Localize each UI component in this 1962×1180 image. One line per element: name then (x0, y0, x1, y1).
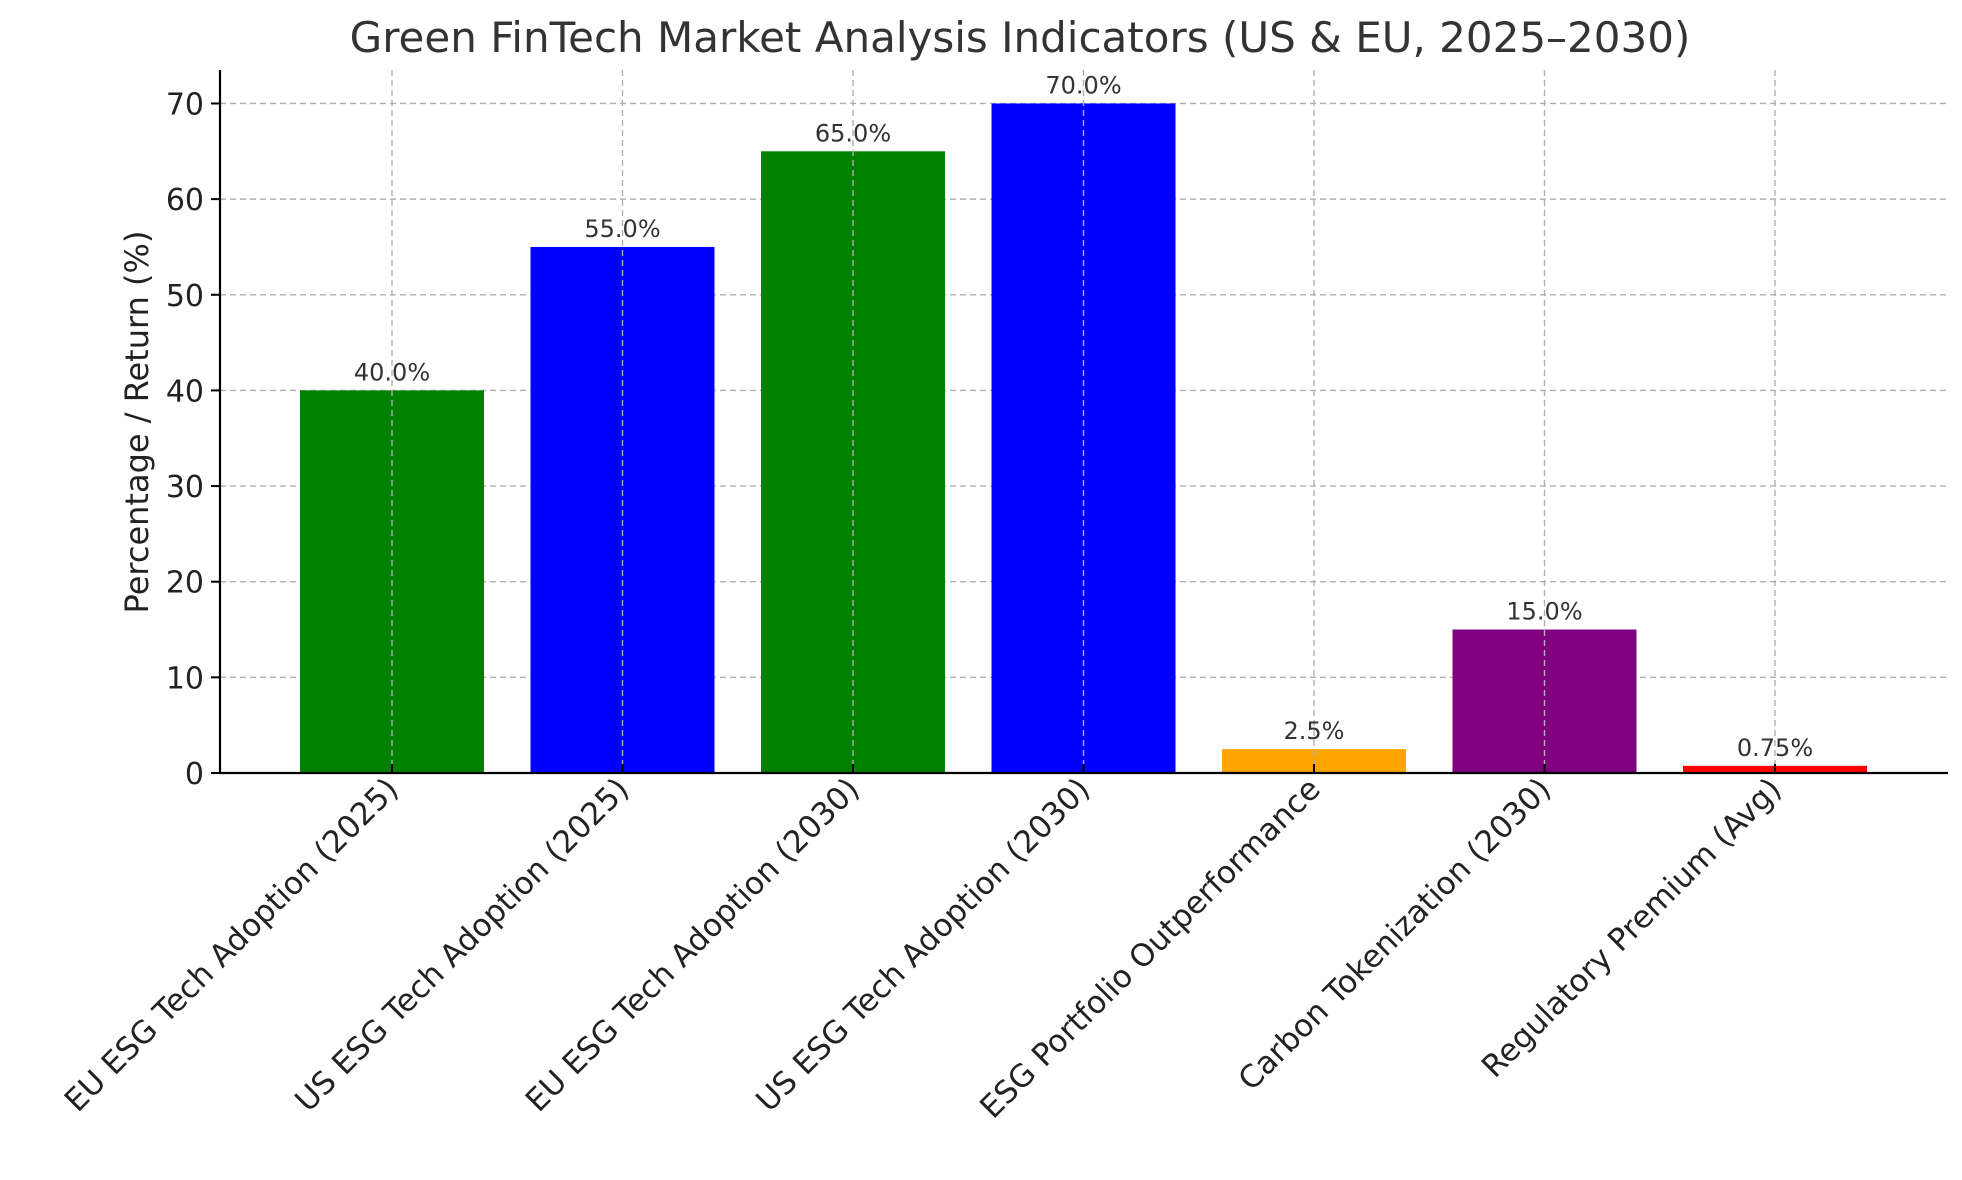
y-tick-label: 50 (166, 279, 204, 314)
bar-data-label: 0.75% (1737, 734, 1813, 762)
y-tick-label: 20 (166, 566, 204, 601)
y-tick-label: 30 (166, 470, 204, 505)
y-tick-label: 40 (166, 374, 204, 409)
bars (300, 103, 1867, 774)
bar-data-label: 40.0% (354, 358, 430, 386)
bar-data-label: 2.5% (1284, 717, 1345, 745)
bar-data-label: 70.0% (1045, 71, 1121, 99)
chart-title: Green FinTech Market Analysis Indicators… (350, 13, 1691, 62)
y-axis-label: Percentage / Return (%) (118, 231, 156, 614)
bar-data-label: 15.0% (1506, 598, 1582, 626)
y-tick-label: 0 (185, 757, 204, 792)
y-tick-label: 60 (166, 183, 204, 218)
y-tick-label: 10 (166, 661, 204, 696)
bar-data-label: 65.0% (815, 119, 891, 147)
bar-data-label: 55.0% (584, 215, 660, 243)
y-tick-label: 70 (166, 87, 204, 122)
axes (211, 70, 1948, 775)
